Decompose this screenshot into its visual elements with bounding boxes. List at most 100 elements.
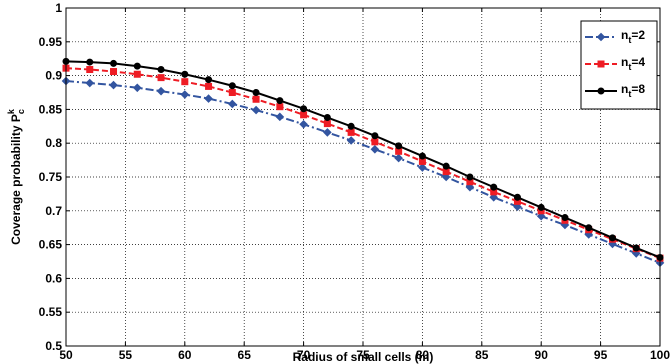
data-point — [323, 128, 332, 137]
data-point — [537, 203, 545, 211]
y-axis-title-sup: k — [6, 108, 16, 114]
data-point — [608, 234, 616, 242]
data-point — [513, 193, 521, 201]
x-tick-label: 70 — [297, 348, 311, 362]
series-1 — [62, 64, 664, 262]
series-line — [65, 80, 661, 264]
data-point — [156, 86, 166, 96]
data-point — [133, 62, 141, 70]
data-point — [489, 192, 498, 202]
data-point — [157, 66, 165, 74]
x-tick-label: 55 — [119, 348, 133, 362]
data-point — [371, 138, 379, 146]
legend-box — [580, 20, 658, 110]
data-point — [86, 66, 94, 74]
axis-ticks: 50 55 60 65 70 75 80 85 90 95 100 0.5 0.55 0.6 0.65 0.7… — [39, 1, 671, 362]
y-axis-title: Coverage probability Pkc — [6, 108, 26, 245]
legend-label: nt=8 — [621, 82, 645, 99]
legend-swatch-marker — [596, 32, 606, 42]
x-axis-title: Radius of small cells (m) — [293, 350, 434, 364]
y-tick-label: 0.85 — [39, 102, 63, 116]
legend: nt=2 nt=4 nt=8 — [580, 20, 658, 110]
series-2 — [62, 57, 664, 261]
y-tick-label: 0.95 — [39, 35, 63, 49]
data-point — [466, 173, 474, 181]
data-point — [442, 162, 450, 170]
data-point — [251, 105, 261, 115]
y-tick-label: 0.9 — [45, 69, 62, 83]
legend-label: nt=4 — [621, 55, 645, 72]
data-point — [490, 183, 498, 191]
legend-swatch-marker — [597, 60, 605, 68]
data-point — [513, 202, 522, 212]
data-point — [441, 172, 451, 182]
legend-swatch-marker — [597, 87, 605, 95]
x-tick-label: 60 — [178, 348, 192, 362]
legend-entry: nt=4 — [585, 55, 645, 72]
data-point — [585, 224, 593, 232]
data-point — [228, 99, 237, 109]
x-tick-label: 90 — [535, 348, 549, 362]
legend-entry: nt=8 — [585, 82, 645, 99]
series-0 — [61, 76, 665, 268]
y-tick-label: 0.5 — [45, 339, 62, 353]
y-axis-title-sub: c — [16, 109, 26, 114]
data-point — [109, 80, 118, 90]
data-point — [561, 214, 569, 222]
data-point — [299, 119, 308, 129]
x-tick-label: 65 — [238, 348, 252, 362]
y-tick-label: 0.65 — [39, 238, 63, 252]
data-point — [395, 142, 403, 150]
data-point — [228, 82, 236, 90]
data-point — [418, 163, 427, 172]
data-point — [85, 78, 95, 88]
legend-entry: nt=2 — [585, 28, 645, 45]
data-point — [181, 78, 189, 86]
data-point — [632, 244, 640, 252]
legend-label: nt=2 — [621, 28, 645, 45]
series-layer — [61, 57, 665, 268]
series-line — [65, 67, 661, 260]
y-tick-label: 0.75 — [39, 170, 63, 184]
x-tick-label: 50 — [59, 348, 73, 362]
data-point — [228, 89, 236, 96]
data-point — [157, 74, 165, 82]
data-point — [323, 114, 331, 122]
data-point — [110, 68, 118, 76]
data-point — [300, 105, 308, 113]
data-point — [371, 132, 379, 140]
y-tick-label: 0.6 — [45, 271, 62, 285]
data-point — [323, 120, 331, 128]
data-point — [276, 97, 284, 105]
data-point — [418, 152, 426, 160]
y-tick-label: 0.8 — [45, 136, 62, 150]
y-tick-label: 0.55 — [39, 305, 63, 319]
data-point — [205, 82, 213, 90]
data-point — [300, 111, 308, 119]
x-tick-label: 80 — [416, 348, 430, 362]
grid-lines — [66, 8, 660, 346]
data-point — [132, 83, 142, 93]
data-point — [204, 94, 213, 103]
data-point — [205, 76, 213, 84]
data-point — [536, 211, 546, 221]
series-line — [65, 60, 661, 259]
data-point — [394, 153, 403, 163]
data-point — [346, 136, 356, 145]
data-point — [133, 70, 141, 78]
data-point — [181, 70, 189, 78]
data-point — [86, 58, 94, 66]
data-point — [180, 90, 190, 99]
data-point — [465, 182, 475, 192]
data-point — [370, 144, 380, 154]
data-point — [347, 122, 355, 130]
x-tick-label: 85 — [475, 348, 489, 362]
data-point — [252, 95, 260, 103]
x-tick-label: 95 — [594, 348, 608, 362]
data-point — [275, 112, 285, 122]
x-tick-label: 100 — [650, 348, 670, 362]
y-axis-title-base: Coverage probability P — [9, 114, 23, 245]
y-tick-label: 0.7 — [45, 204, 62, 218]
data-point — [276, 103, 284, 111]
